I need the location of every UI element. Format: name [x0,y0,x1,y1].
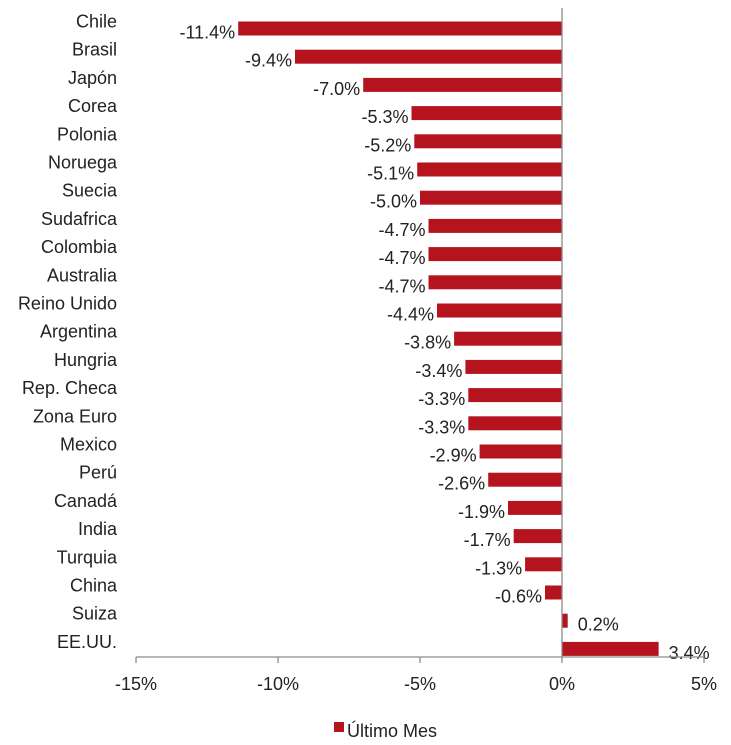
category-label: Suecia [62,181,118,201]
category-label: Mexico [60,435,117,455]
bar [562,641,659,656]
bar-value-label: -4.4% [387,305,434,325]
category-label: Brasil [72,40,117,60]
category-label: Corea [68,96,118,116]
bar-value-label: -5.0% [370,192,417,212]
x-tick-label: -5% [404,674,436,694]
bar-value-label: 0.2% [578,615,619,635]
category-label: Zona Euro [33,406,117,426]
bar [545,585,562,600]
bar [525,557,562,572]
category-labels-layer: Chile Brasil Japón Corea Polonia Noruega Sueci… [18,12,118,652]
x-tick-label: -15% [115,674,157,694]
category-label: Perú [79,463,117,483]
x-tick-label: 0% [549,674,575,694]
bar-value-label: -3.4% [415,361,462,381]
bar-value-label: 3.4% [669,643,710,663]
bar-value-label: -5.2% [364,135,411,155]
x-tick-label: -10% [257,674,299,694]
legend-swatch [334,722,344,732]
bar-value-label: -1.9% [458,502,505,522]
legend-label: Último Mes [347,720,437,741]
bar [513,529,562,544]
category-label: Reino Unido [18,294,117,314]
bar-value-label: -1.7% [464,530,511,550]
bar [479,444,562,459]
category-label: India [78,519,118,539]
bar-value-label: -11.4% [179,23,235,43]
category-label: Chile [76,12,117,32]
bar [411,106,562,121]
category-label: Suiza [72,604,118,624]
bar [454,331,562,346]
category-label: Turquia [57,547,118,567]
category-label: Colombia [41,237,118,257]
bar-value-label: -4.7% [378,276,425,296]
bar-value-label: -2.9% [430,446,477,466]
bar [417,162,562,177]
category-label: Hungria [54,350,118,370]
legend: Último Mes [334,720,437,741]
category-label: China [70,576,118,596]
category-label: Canadá [54,491,118,511]
bar-value-label: -3.8% [404,333,451,353]
category-label: Argentina [40,322,118,342]
bar [428,247,562,262]
bar [468,416,562,431]
x-axis: -15% -10% -5% 0% 5% [115,8,717,694]
bar [295,49,562,64]
bar-value-label: -4.7% [378,220,425,240]
category-label: Sudafrica [41,209,118,229]
bar [562,613,568,628]
bar-value-label: -5.3% [361,107,408,127]
bar [488,472,562,487]
bar-value-label: -1.3% [475,558,522,578]
bar-labels-layer: -11.4% -9.4% -7.0%-5.3% -5.2% -5.1% -5.0% -4.7… [179,23,709,663]
bar [468,388,562,403]
bar [238,21,562,36]
x-tick-label: 5% [691,674,717,694]
bar-value-label: -4.7% [378,248,425,268]
bar-value-label: -7.0% [313,79,360,99]
bar [414,134,562,149]
bar [508,500,562,515]
bar [420,190,562,205]
bar [465,359,562,374]
category-label: Polonia [57,124,118,144]
category-label: Japón [68,68,117,88]
bar-value-label: -0.6% [495,587,542,607]
bar [428,275,562,290]
bar-value-label: -3.3% [418,417,465,437]
category-label: Rep. Checa [22,378,118,398]
category-label: Australia [47,265,118,285]
bar-value-label: -9.4% [245,51,292,71]
category-label: Noruega [48,153,118,173]
bar-value-label: -3.3% [418,389,465,409]
category-label: EE.UU. [57,632,117,652]
bar [363,77,562,92]
bar [437,303,562,318]
bar-value-label: -2.6% [438,474,485,494]
bar [428,218,562,233]
bars-layer [238,21,659,656]
bar-value-label: -5.1% [367,164,414,184]
